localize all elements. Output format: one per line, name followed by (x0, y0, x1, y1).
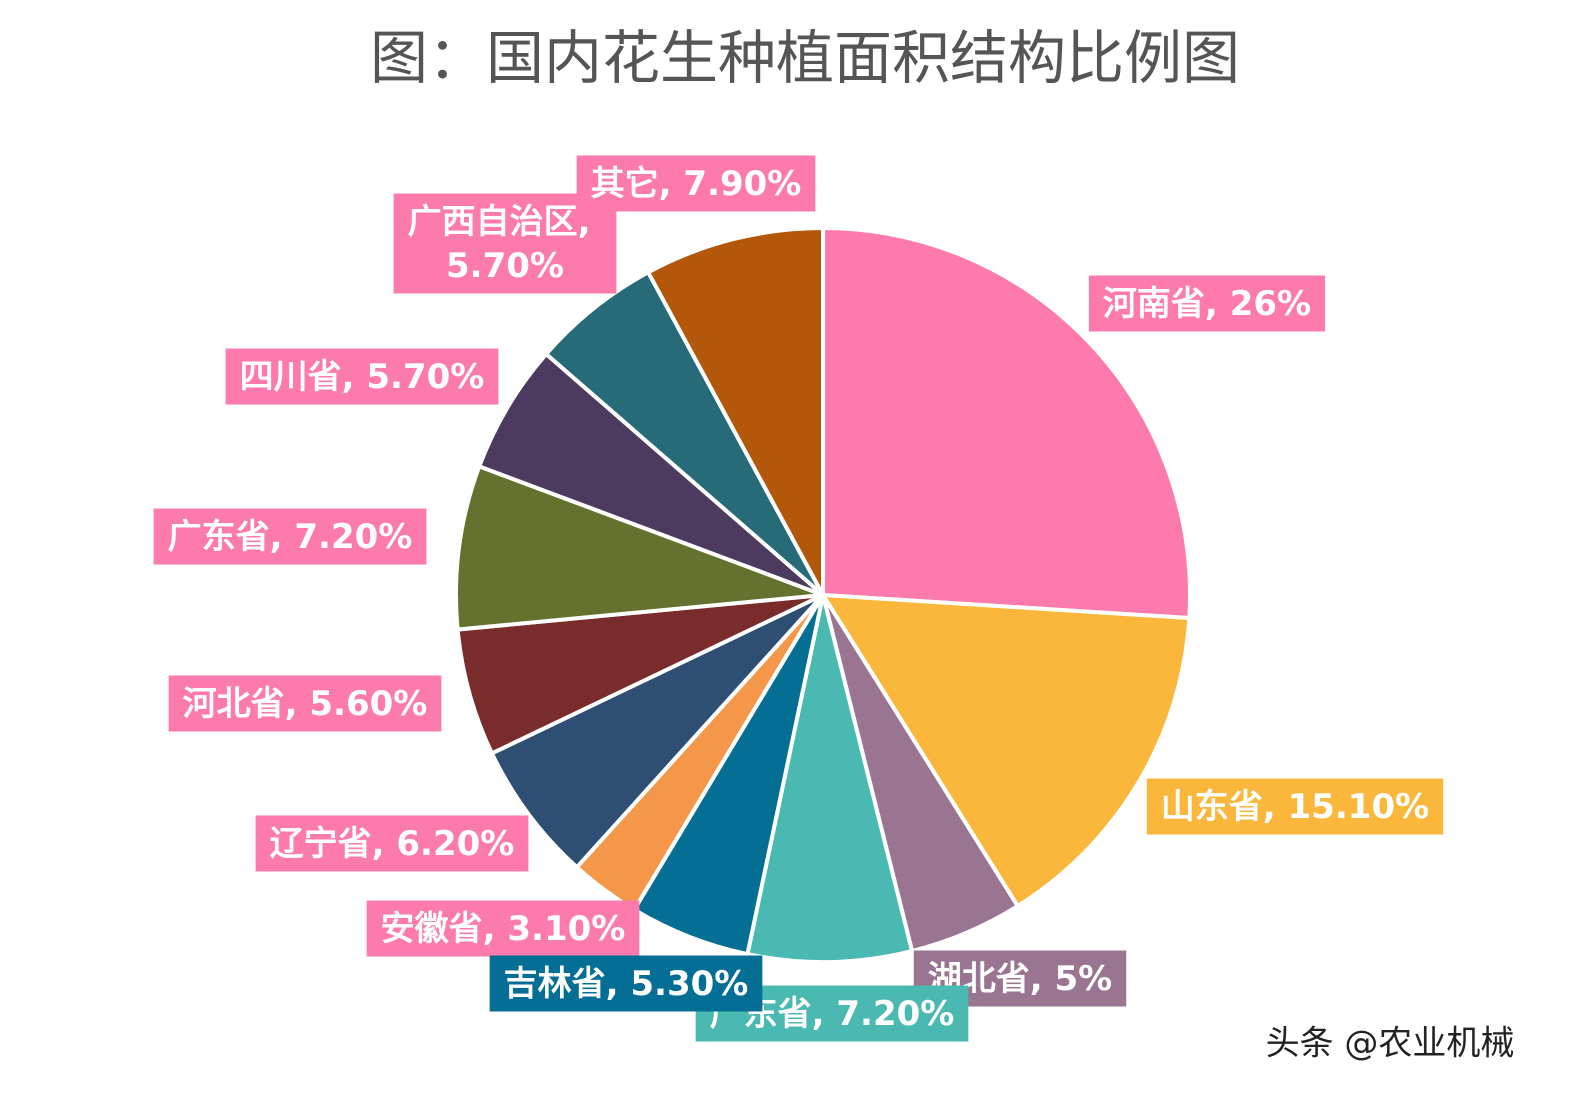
data-label: 广东省, 7.20% (153, 508, 427, 565)
label-separator: , (270, 517, 295, 557)
label-separator: , (812, 994, 837, 1034)
label-value: 5.70% (366, 357, 484, 397)
data-label: 山东省, 15.10% (1146, 778, 1444, 835)
pie-slice (645, 225, 825, 596)
data-label: 安徽省, 3.10% (366, 900, 640, 957)
label-box (576, 155, 816, 212)
data-label: 吉林省, 5.30% (489, 955, 763, 1012)
label-text: 四川省, 5.70% (240, 357, 485, 397)
label-value: 7.20% (294, 517, 412, 557)
label-category: 河北省 (183, 684, 285, 724)
label-box (255, 815, 529, 872)
pie-slice (476, 351, 825, 597)
label-box (168, 675, 442, 732)
slices (454, 225, 1192, 964)
label-box (153, 508, 427, 565)
label-category: 山东省 (1161, 787, 1263, 827)
label-value: 5% (1055, 959, 1113, 999)
label-separator: , (1030, 959, 1055, 999)
label-category: 辽宁省 (270, 824, 372, 864)
label-value: 5.70% (446, 246, 564, 286)
label-separator: , (285, 684, 310, 724)
label-separator: , (1263, 787, 1288, 827)
pie-slice (821, 225, 1192, 621)
label-box (489, 955, 763, 1012)
label-value: 3.10% (507, 909, 625, 949)
label-category: 其它 (591, 164, 659, 204)
label-value: 7.90% (683, 164, 801, 204)
label-value: 7.20% (836, 994, 954, 1034)
label-value: 6.20% (396, 824, 514, 864)
label-text: 其它, 7.90% (591, 164, 802, 204)
watermark: 头条 @农业机械 (1266, 1024, 1515, 1064)
label-category: 四川省 (240, 357, 342, 397)
data-label: 河南省, 26% (1088, 275, 1326, 332)
label-category: 河南省 (1103, 284, 1205, 324)
label-category: 广西自治区 (408, 202, 578, 242)
data-label: 辽宁省, 6.20% (255, 815, 529, 872)
pie-slice (454, 463, 824, 632)
label-text: 辽宁省, 6.20% (270, 824, 515, 864)
label-text: 广东省, 7.20% (168, 517, 413, 557)
label-text: 广西自治区, 5.70% (408, 202, 603, 286)
label-text: 河北省, 5.60% (183, 684, 428, 724)
label-text: 河南省, 26% (1103, 284, 1311, 324)
data-label: 四川省, 5.70% (225, 348, 499, 405)
data-label: 广西自治区, 5.70% (393, 193, 617, 294)
label-separator: , (342, 357, 367, 397)
label-category: 安徽省 (381, 909, 483, 949)
label-separator: , (606, 964, 631, 1004)
label-text: 湖北省, 5% (928, 959, 1113, 999)
pie-slice (455, 593, 824, 757)
label-value: 26% (1230, 284, 1311, 324)
label-separator: , (372, 824, 397, 864)
label-separator: , (1205, 284, 1230, 324)
data-label: 河北省, 5.60% (168, 675, 442, 732)
label-value: 15.10% (1288, 787, 1430, 827)
label-text: 安徽省, 3.10% (381, 909, 626, 949)
data-label: 其它, 7.90% (576, 155, 816, 212)
label-category: 吉林省 (504, 964, 606, 1004)
pie-slice (489, 593, 825, 871)
label-box (225, 348, 499, 405)
label-box (1146, 778, 1444, 835)
label-value: 5.30% (630, 964, 748, 1004)
label-box (366, 900, 640, 957)
label-separator: , (483, 909, 508, 949)
label-text: 吉林省, 5.30% (504, 964, 749, 1004)
pie-slice (543, 269, 825, 597)
pie-slice (819, 592, 1192, 909)
label-box (1088, 275, 1326, 332)
label-text: 山东省, 15.10% (1161, 787, 1429, 827)
label-category: 广东省 (168, 517, 270, 557)
label-value: 5.60% (309, 684, 427, 724)
chart-title: 图：国内花生种植面积结构比例图 (370, 24, 1240, 92)
label-separator: , (659, 164, 684, 204)
